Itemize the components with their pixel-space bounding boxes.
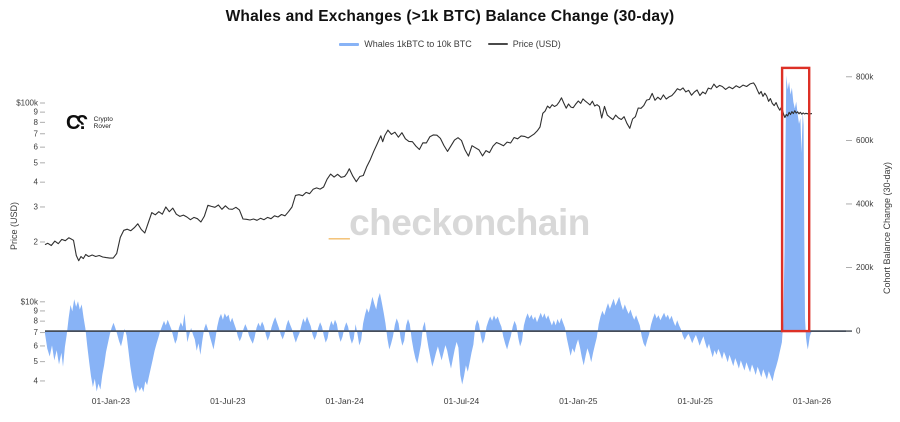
price-tick-label: 6 <box>34 143 39 152</box>
balance-tick-label: 0 <box>856 327 861 336</box>
whales-series-swatch-icon <box>339 42 360 46</box>
crypto-rover-logo: C? Crypto Rover <box>66 112 113 134</box>
legend-label-price: Price (USD) <box>512 39 561 49</box>
watermark-underscore: _ <box>329 202 350 243</box>
x-tick-label: 01-Jul-23 <box>210 396 246 406</box>
price-tick-label: 5 <box>34 357 39 366</box>
price-tick-label: 9 <box>34 108 39 117</box>
price-tick-label: 8 <box>34 118 39 127</box>
balance-tick-label: 200k <box>856 263 874 272</box>
x-tick-label: 01-Jan-24 <box>325 396 364 406</box>
price-tick-label: 5 <box>34 158 39 167</box>
crypto-rover-logo-icon: C? <box>66 112 89 134</box>
price-line <box>44 82 813 262</box>
highlight-box <box>780 66 811 333</box>
whales-balance-area <box>45 75 812 394</box>
legend-item-price[interactable]: Price (USD) <box>487 39 561 49</box>
checkonchain-watermark: _checkonchain <box>329 202 590 244</box>
balance-tick-label: 800k <box>856 72 874 81</box>
price-tick-label: 7 <box>34 328 39 337</box>
legend-item-whales[interactable]: Whales 1kBTC to 10k BTC <box>339 39 472 49</box>
legend: Whales 1kBTC to 10k BTC Price (USD) <box>0 39 900 49</box>
x-tick-label: 01-Jan-23 <box>92 396 131 406</box>
crypto-rover-logo-text: Crypto Rover <box>93 115 113 130</box>
balance-tick-label: 400k <box>856 199 874 208</box>
price-tick-label: 4 <box>34 178 39 187</box>
x-tick-label: 01-Jul-25 <box>677 396 713 406</box>
watermark-text: checkonchain <box>349 202 590 243</box>
balance-tick-label: 600k <box>856 136 874 145</box>
x-tick-label: 01-Jan-26 <box>793 396 832 406</box>
price-tick-label: $10k <box>21 297 39 306</box>
x-tick-label: 01-Jul-24 <box>444 396 480 406</box>
x-tick-label: 01-Jan-25 <box>559 396 598 406</box>
price-tick-label: $100k <box>16 99 39 108</box>
price-tick-label: 6 <box>34 341 39 350</box>
price-tick-label: 2 <box>34 237 39 246</box>
price-tick-label: 3 <box>34 202 39 211</box>
page-title: Whales and Exchanges (>1k BTC) Balance C… <box>225 8 675 25</box>
price-series-swatch-icon <box>487 43 508 45</box>
price-tick-label: 8 <box>34 317 39 326</box>
price-tick-label: 7 <box>34 129 39 138</box>
price-tick-label: 9 <box>34 306 39 315</box>
legend-label-whales: Whales 1kBTC to 10k BTC <box>364 39 472 49</box>
price-tick-label: 4 <box>34 376 39 385</box>
